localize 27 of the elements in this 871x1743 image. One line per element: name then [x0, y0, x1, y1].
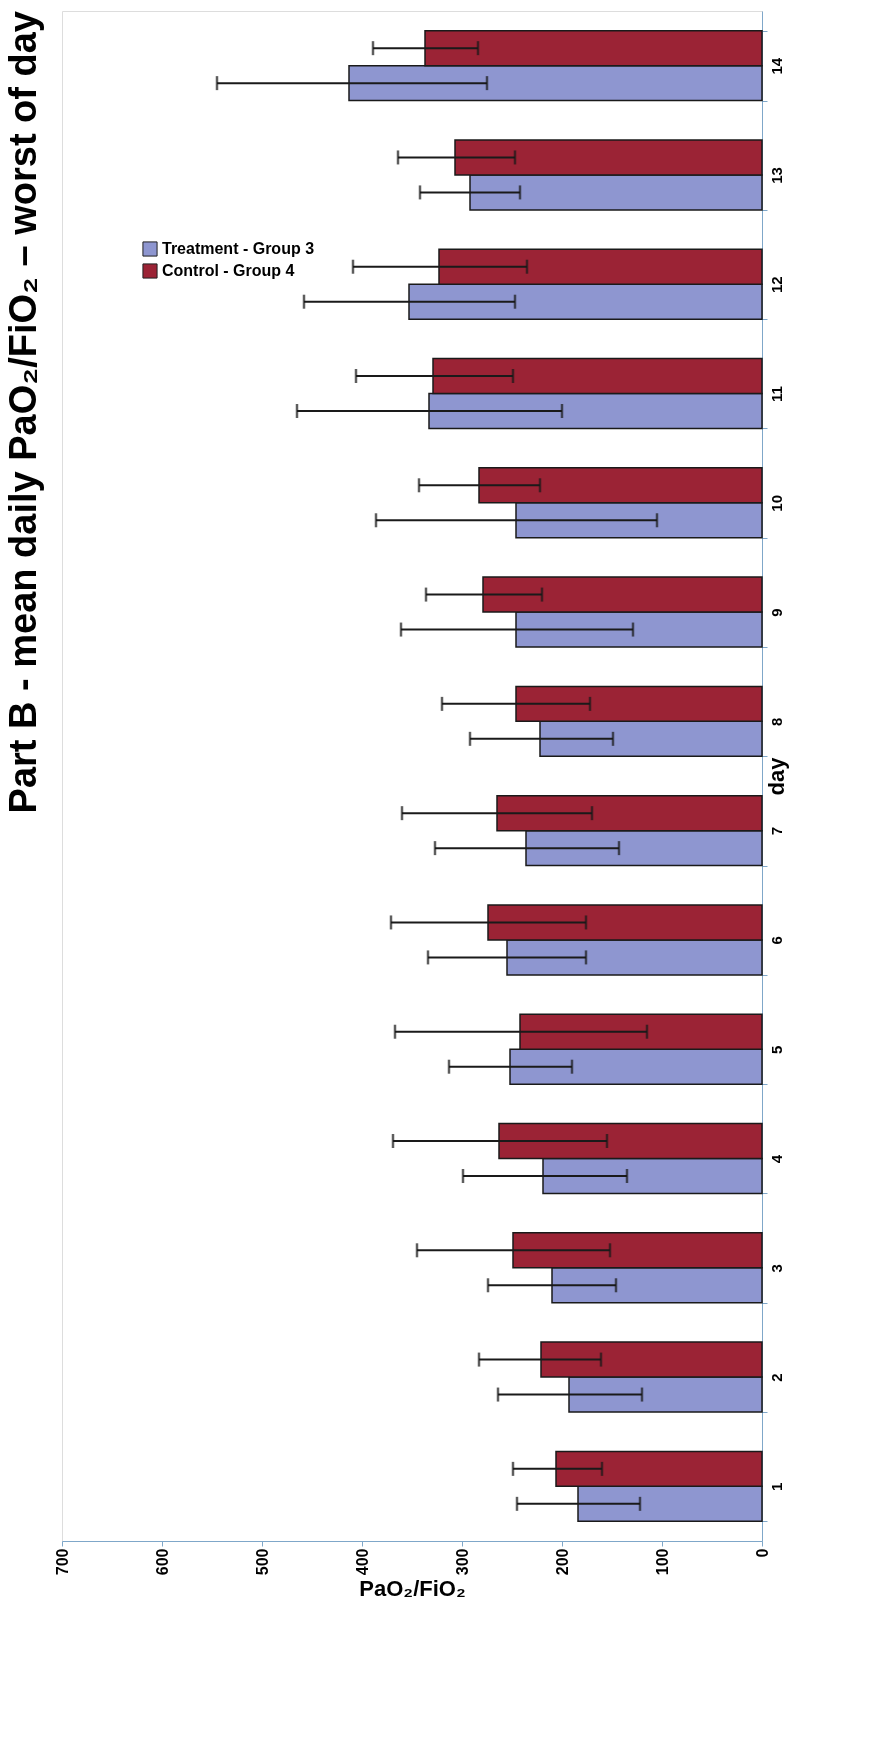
- y-tick-label: 14: [767, 57, 785, 75]
- x-axis-title: PaO₂/FiO₂: [359, 1576, 466, 1602]
- x-tick-label: 500: [253, 1548, 271, 1576]
- text: Part B - mean daily PaO₂/FiO₂ – worst of day: [2, 11, 44, 814]
- y-tick-label: 6: [767, 936, 785, 945]
- y-tick-label: 5: [767, 1045, 785, 1054]
- y-tick-label: 1: [767, 1482, 785, 1492]
- y-tick-label: 13: [767, 167, 785, 184]
- y-tick-label: 4: [767, 1154, 785, 1164]
- x-tick-label: 400: [353, 1548, 371, 1576]
- x-tick-label: 600: [153, 1548, 171, 1576]
- x-tick-label: 300: [453, 1548, 471, 1576]
- y-tick-label: 9: [767, 608, 785, 617]
- x-tick-label: 100: [653, 1548, 671, 1576]
- y-tick-label: 2: [767, 1373, 785, 1382]
- y-tick-label: 8: [767, 717, 785, 727]
- x-tick-label: 200: [553, 1548, 571, 1576]
- x-tick-label: 0: [753, 1548, 771, 1558]
- legend-label: Treatment - Group 3: [162, 240, 315, 257]
- y-tick-label: 12: [767, 276, 785, 294]
- y-tick-label: 10: [767, 494, 785, 512]
- y-tick-label: 7: [767, 826, 785, 836]
- x-tick-label: 700: [53, 1548, 71, 1576]
- y-tick-label: 3: [767, 1264, 785, 1273]
- y-axis-title: day: [763, 756, 789, 796]
- y-tick-label: 11: [767, 386, 785, 402]
- legend-label: Control - Group 4: [162, 262, 295, 279]
